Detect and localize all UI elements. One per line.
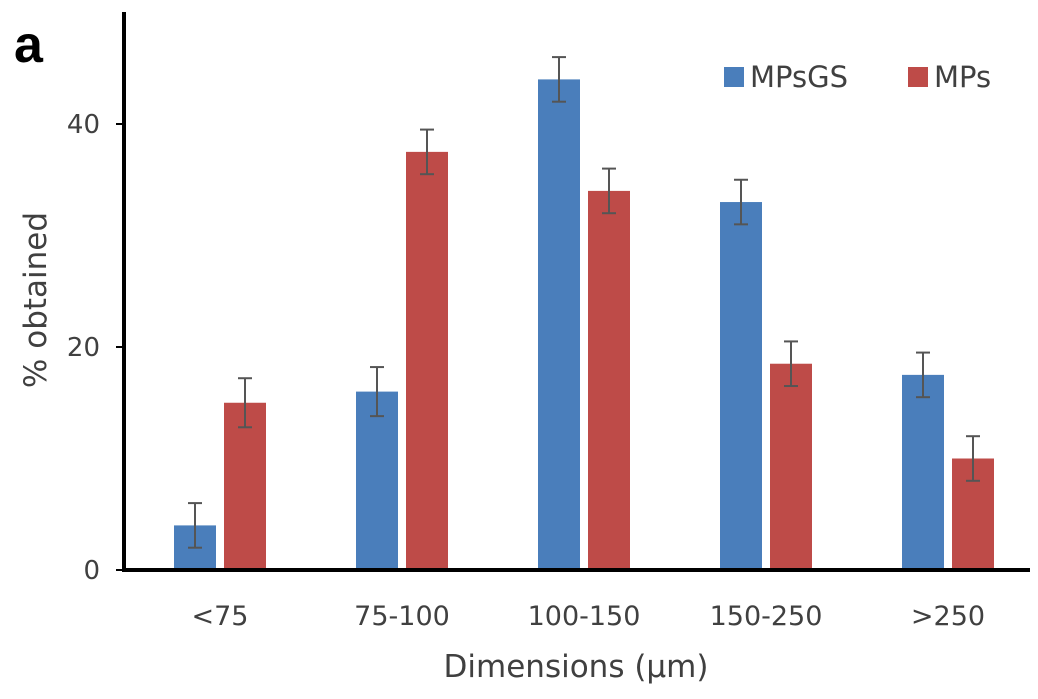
bars-layer: [174, 56, 994, 571]
y-tick-label: 20: [67, 333, 100, 363]
x-tick-label: 75-100: [354, 601, 450, 632]
error-bar-mpsgs-2: [552, 56, 566, 103]
bar-mpsgs-1: [356, 391, 398, 570]
y-axis-label: % obtained: [18, 212, 54, 388]
x-tick-label: 150-250: [710, 601, 823, 632]
y-tick-label: 0: [83, 556, 100, 586]
error-bar-mps-3: [784, 340, 798, 388]
x-tick-label: >250: [911, 601, 985, 632]
x-tick-label: 100-150: [528, 601, 641, 632]
y-tick-labels: 0 20 40: [67, 110, 124, 586]
error-bar-mps-2: [602, 167, 616, 215]
error-bar-mpsgs-0: [188, 502, 202, 549]
bar-mps-0: [224, 402, 266, 570]
error-bar-mpsgs-3: [734, 178, 748, 226]
legend-swatch-mpsgs: [724, 67, 744, 87]
bar-mps-3: [770, 363, 812, 570]
bar-mpsgs-3: [720, 202, 762, 571]
error-bar-mps-1: [420, 128, 434, 176]
bar-mpsgs-4: [902, 374, 944, 570]
legend-label-mps: MPs: [934, 60, 991, 94]
legend-label-mpsgs: MPsGS: [750, 60, 848, 94]
x-tick-label: <75: [192, 601, 249, 632]
error-bar-mps-0: [238, 377, 252, 429]
axes-layer: [122, 12, 1030, 572]
error-bar-mps-4: [966, 435, 980, 482]
x-tick-labels: <75 75-100 100-150 150-250 >250: [192, 601, 986, 632]
error-bar-mpsgs-4: [916, 351, 930, 399]
bar-mps-1: [406, 151, 448, 570]
bar-mps-2: [588, 190, 630, 570]
legend: MPsGS MPs: [724, 60, 991, 94]
bar-mpsgs-2: [538, 79, 580, 571]
error-bar-mpsgs-1: [370, 366, 384, 418]
y-tick-label: 40: [67, 110, 100, 140]
x-axis-label: Dimensions (μm): [444, 649, 709, 685]
panel-label: a: [14, 16, 44, 74]
legend-swatch-mps: [908, 67, 928, 87]
